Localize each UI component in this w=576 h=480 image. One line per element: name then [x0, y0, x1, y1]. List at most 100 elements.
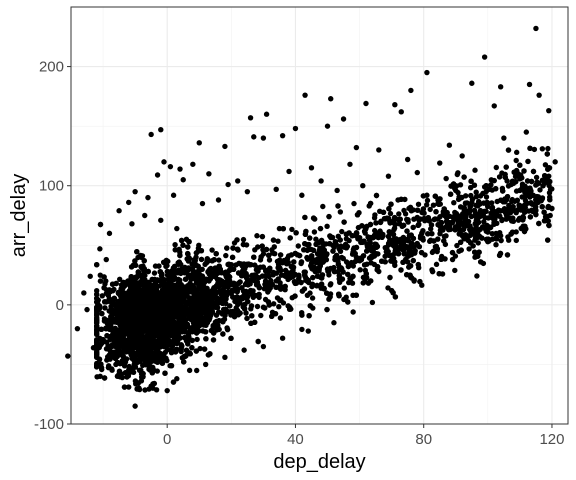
data-point — [487, 224, 494, 231]
data-point — [94, 331, 100, 338]
data-point — [187, 280, 193, 287]
data-point — [204, 291, 210, 297]
data-point — [255, 338, 261, 345]
data-point — [266, 257, 273, 263]
data-point — [224, 245, 230, 251]
data-point — [493, 186, 499, 192]
data-point — [189, 345, 195, 351]
data-point — [520, 204, 526, 210]
data-point — [313, 241, 319, 247]
data-point — [332, 239, 339, 245]
data-point — [426, 218, 432, 224]
data-point — [506, 237, 512, 243]
data-point — [371, 232, 378, 238]
data-point — [547, 197, 553, 203]
data-point — [546, 222, 552, 229]
data-point — [363, 271, 369, 277]
data-point — [168, 363, 175, 369]
data-point — [443, 233, 449, 239]
data-point — [120, 334, 126, 340]
data-point — [110, 307, 116, 314]
data-point — [122, 294, 128, 300]
data-point — [194, 288, 200, 294]
data-point — [105, 364, 112, 371]
data-point — [248, 320, 254, 326]
data-point — [247, 262, 253, 268]
data-point — [228, 290, 234, 297]
data-point — [350, 263, 356, 269]
data-point — [504, 194, 511, 200]
data-point — [364, 248, 370, 254]
data-point — [318, 281, 325, 287]
data-point — [206, 271, 212, 277]
data-point — [368, 260, 374, 266]
data-point — [435, 197, 441, 203]
data-point — [479, 212, 485, 219]
data-point — [121, 384, 128, 390]
data-point — [546, 182, 552, 189]
data-point — [402, 211, 409, 217]
data-point — [513, 237, 519, 244]
data-point — [204, 256, 210, 262]
data-point — [153, 387, 160, 393]
data-point — [124, 374, 130, 380]
data-point — [273, 278, 280, 284]
data-point — [277, 252, 284, 258]
data-point — [282, 267, 289, 274]
data-point — [240, 304, 246, 310]
data-point — [323, 252, 329, 258]
data-point — [351, 200, 357, 207]
data-point — [350, 249, 356, 255]
data-point — [288, 306, 294, 312]
data-point — [481, 219, 487, 225]
data-point — [336, 291, 342, 297]
data-point — [219, 300, 226, 306]
data-point — [94, 306, 100, 312]
data-point — [154, 288, 160, 294]
data-point — [97, 278, 104, 284]
data-point — [233, 285, 239, 292]
data-point — [185, 273, 192, 279]
data-point — [203, 322, 209, 328]
data-point — [434, 246, 441, 252]
data-point — [457, 239, 464, 245]
data-point — [528, 200, 534, 206]
data-point — [181, 359, 187, 365]
data-point — [398, 267, 404, 273]
data-point — [372, 212, 378, 218]
data-point — [528, 178, 535, 185]
data-point — [306, 246, 312, 252]
data-point — [475, 219, 482, 225]
data-point — [275, 238, 281, 244]
data-point — [345, 271, 351, 278]
data-point — [429, 231, 435, 237]
data-point — [353, 230, 360, 236]
data-point — [198, 248, 205, 254]
data-point — [149, 370, 155, 376]
data-point — [491, 221, 497, 227]
data-point — [287, 235, 293, 241]
data-point — [454, 242, 460, 249]
data-point — [301, 247, 307, 253]
data-point — [326, 213, 332, 220]
data-point — [185, 311, 191, 317]
data-point — [454, 171, 460, 178]
data-point — [345, 299, 351, 305]
data-point — [404, 228, 410, 234]
data-point — [223, 252, 229, 259]
data-point — [305, 256, 311, 262]
data-point — [139, 253, 146, 259]
data-point — [337, 278, 343, 284]
data-point — [287, 272, 293, 278]
data-point — [468, 213, 475, 220]
data-point — [493, 236, 500, 242]
data-point — [132, 280, 138, 286]
data-point — [415, 201, 422, 207]
data-point — [177, 252, 183, 259]
data-point — [130, 262, 137, 268]
data-point — [164, 357, 170, 364]
data-point — [216, 326, 222, 333]
data-point — [337, 237, 343, 243]
data-point — [421, 210, 427, 216]
data-point — [201, 346, 208, 352]
